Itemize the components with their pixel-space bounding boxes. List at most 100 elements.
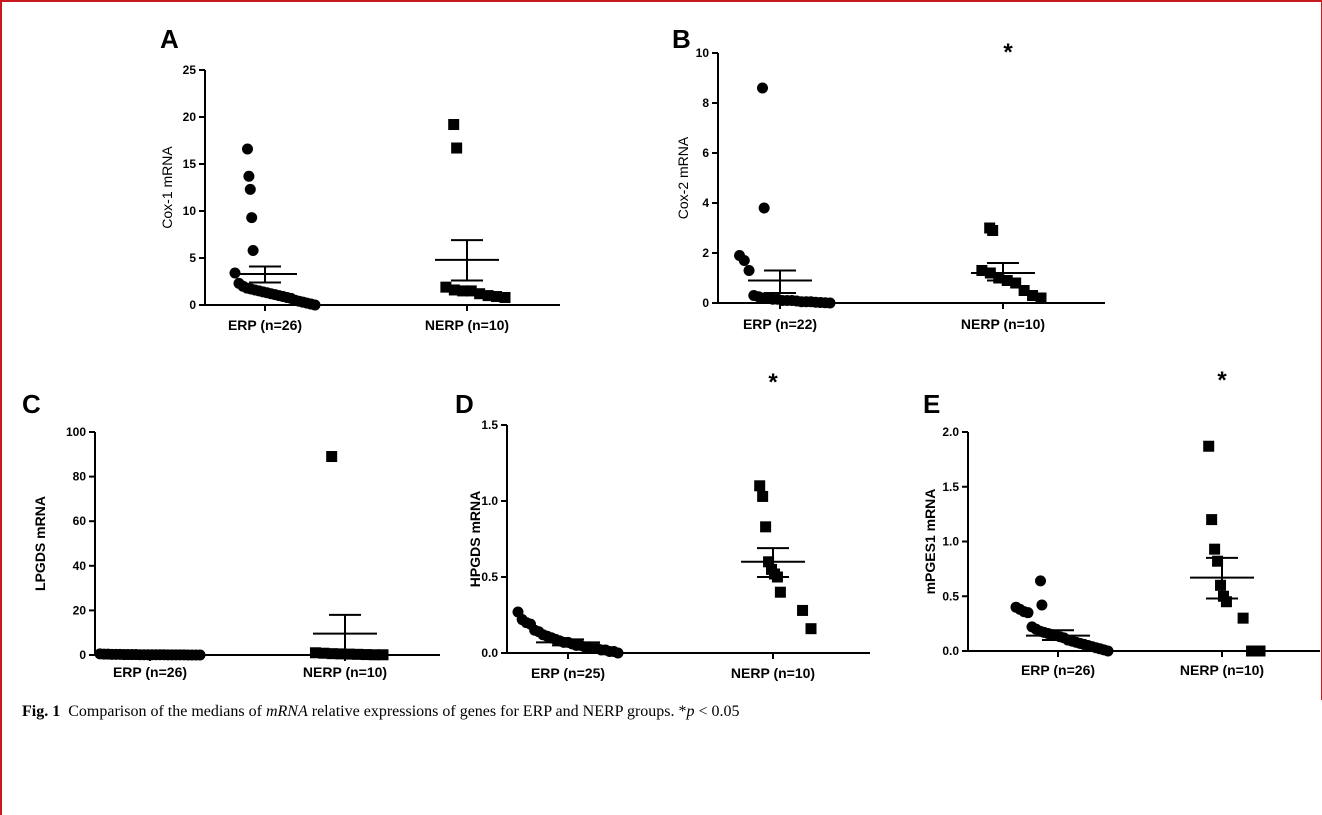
y-tick-label: 25 — [183, 63, 197, 77]
data-point-square — [482, 290, 494, 302]
data-point-square — [1254, 645, 1266, 657]
data-point-circle — [243, 170, 255, 182]
y-tick-label: 6 — [702, 146, 709, 160]
data-point-square — [987, 225, 999, 236]
caption-italic: mRNA — [265, 703, 308, 720]
data-point-square — [1220, 596, 1232, 608]
panel-letter: D — [455, 389, 474, 419]
data-point-circle — [824, 297, 836, 309]
panel-b-chart: B 0 2 4 6 8 10 Cox-2 mRNA ERP (n=22) NERP (n=10) * — [672, 24, 1105, 332]
y-tick-label: 80 — [73, 470, 87, 484]
data-point-square — [976, 265, 988, 276]
y-tick-label: 5 — [189, 251, 196, 265]
y-tick-label: 0.5 — [942, 589, 959, 603]
data-point-circle — [743, 265, 755, 276]
data-point-square — [805, 623, 817, 635]
y-tick-label: 10 — [183, 204, 197, 218]
caption-label: Fig. 1 — [22, 703, 61, 720]
x-category-label: NERP (n=10) — [731, 665, 815, 681]
y-tick-label: 1.0 — [942, 535, 959, 549]
data-point-square — [377, 649, 389, 661]
y-axis-label: mPGES1 mRNA — [922, 489, 938, 595]
y-tick-label: 20 — [183, 110, 197, 124]
y-tick-label: 0.0 — [481, 646, 498, 660]
data-point-circle — [309, 299, 321, 311]
x-category-label: ERP (n=26) — [113, 664, 187, 680]
data-point-square — [335, 648, 347, 660]
y-tick-label: 20 — [73, 603, 87, 617]
data-point-square — [760, 521, 772, 533]
data-point-circle — [247, 244, 259, 256]
data-point-square — [457, 285, 469, 297]
y-axis-label: HPGDS mRNA — [467, 491, 483, 587]
data-point-circle — [1035, 575, 1046, 587]
data-point-square — [754, 480, 766, 492]
data-point-circle — [246, 212, 258, 224]
y-tick-label: 2.0 — [942, 425, 959, 439]
x-category-label: ERP (n=26) — [228, 317, 302, 333]
data-point-square — [1018, 285, 1030, 296]
data-point-square — [360, 649, 372, 661]
data-point-square — [326, 451, 338, 463]
data-point-square — [1010, 277, 1022, 289]
caption-text-before: Comparison of the medians of — [68, 703, 262, 720]
y-tick-label: 0.5 — [481, 570, 498, 584]
data-point-circle — [758, 202, 770, 214]
data-point-square — [774, 586, 786, 598]
data-point-square — [1206, 514, 1218, 526]
data-point-square — [1203, 440, 1215, 452]
data-point-square — [1246, 645, 1258, 657]
data-point-circle — [612, 647, 624, 659]
data-point-circle — [1102, 645, 1114, 657]
frame-left-border — [0, 0, 2, 815]
data-point-square — [440, 281, 452, 293]
data-point-square — [757, 490, 769, 502]
data-point-circle — [244, 183, 256, 195]
data-point-circle — [738, 255, 750, 266]
data-point-square — [1035, 292, 1047, 304]
x-category-label: ERP (n=26) — [1021, 662, 1095, 678]
x-category-label: NERP (n=10) — [1180, 662, 1264, 678]
y-tick-label: 2 — [702, 246, 709, 260]
y-tick-label: 0.0 — [942, 644, 959, 658]
y-tick-label: 40 — [73, 559, 87, 573]
y-axis-label: LPGDS mRNA — [32, 496, 48, 591]
caption-p-symbol: p — [686, 703, 695, 720]
data-point-square — [369, 649, 381, 661]
panel-letter: E — [923, 389, 940, 419]
data-point-circle — [194, 649, 206, 661]
panel-letter: A — [160, 24, 179, 54]
data-point-square — [797, 604, 809, 616]
y-tick-label: 15 — [183, 157, 197, 171]
caption-text-after: relative expressions of genes for ERP an… — [311, 703, 687, 720]
data-point-square — [1027, 290, 1039, 301]
data-point-square — [451, 142, 463, 154]
y-tick-label: 1.0 — [481, 494, 498, 508]
y-tick-label: 8 — [702, 96, 709, 110]
data-point-square — [1237, 612, 1249, 624]
significance-star: * — [768, 369, 778, 396]
data-point-square — [343, 648, 355, 660]
data-point-square — [448, 119, 460, 131]
panel-letter: C — [22, 389, 41, 419]
data-point-circle — [242, 143, 253, 155]
data-point-square — [1212, 555, 1224, 567]
y-tick-label: 0 — [702, 296, 709, 310]
y-tick-label: 1.5 — [481, 418, 498, 432]
panel-a-chart: A 0 5 10 15 20 25 Cox-1 mRNA ERP (n=26) NERP (n=1… — [159, 24, 560, 333]
y-tick-label: 10 — [696, 46, 710, 60]
y-axis-label: Cox-2 mRNA — [675, 136, 691, 219]
data-point-square — [491, 291, 503, 303]
data-point-square — [318, 647, 330, 659]
data-point-square — [993, 272, 1005, 284]
data-point-square — [309, 647, 321, 659]
y-tick-label: 4 — [702, 196, 709, 210]
y-tick-label: 100 — [66, 425, 86, 439]
data-point-square — [1215, 579, 1227, 591]
x-category-label: NERP (n=10) — [961, 316, 1045, 332]
data-point-square — [465, 285, 477, 297]
y-tick-label: 60 — [73, 514, 87, 528]
data-point-circle — [757, 82, 768, 94]
data-point-square — [474, 288, 486, 300]
